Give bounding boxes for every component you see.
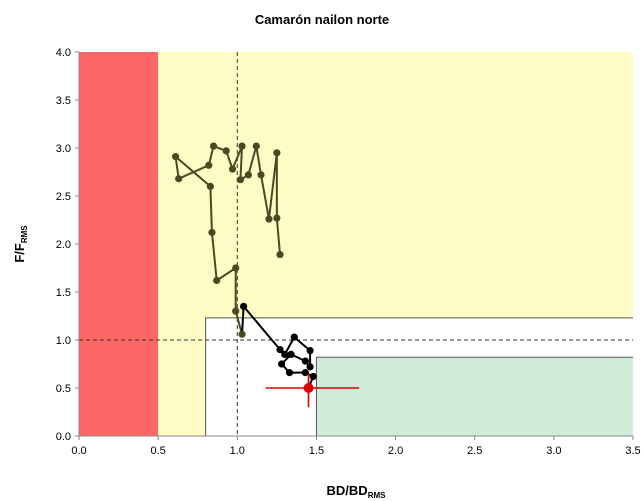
y-axis-label: F/FRMS bbox=[12, 225, 29, 263]
data-point bbox=[273, 149, 281, 157]
x-tick-label: 3.0 bbox=[546, 445, 561, 457]
x-axis-label-sub: RMS bbox=[368, 491, 386, 500]
y-axis-label-main: F/F bbox=[12, 243, 27, 263]
zones bbox=[79, 52, 633, 436]
x-tick-label: 1.0 bbox=[230, 445, 245, 457]
data-point bbox=[301, 369, 309, 377]
data-point bbox=[228, 165, 237, 173]
data-point bbox=[257, 171, 265, 179]
data-point bbox=[240, 302, 248, 310]
y-tick-label: 3.5 bbox=[56, 95, 71, 107]
axes: 0.0 0.5 1.0 1.5 2.0 2.5 3.0 3.5 0.0 0.5 1.0 1.5 2.0 2… bbox=[56, 47, 641, 457]
data-point bbox=[171, 153, 180, 161]
data-point bbox=[236, 176, 245, 184]
data-point bbox=[306, 363, 314, 371]
x-axis-label-main: BD/BD bbox=[327, 483, 368, 498]
data-point bbox=[244, 171, 252, 179]
data-point bbox=[238, 330, 246, 338]
data-point bbox=[175, 175, 183, 183]
data-point bbox=[238, 142, 246, 150]
data-point bbox=[278, 360, 286, 368]
x-tick-label: 2.0 bbox=[388, 445, 403, 457]
series-connector bbox=[241, 306, 245, 335]
y-tick-label: 2.5 bbox=[56, 191, 71, 203]
data-point bbox=[301, 357, 309, 365]
data-point bbox=[290, 333, 298, 341]
data-point bbox=[265, 215, 273, 223]
y-tick-label: 4.0 bbox=[56, 47, 71, 59]
current-point bbox=[303, 383, 314, 393]
data-point bbox=[222, 147, 230, 155]
zone-border-underexploitation bbox=[315, 356, 633, 436]
x-tick-label: 2.5 bbox=[467, 445, 482, 457]
y-tick-label: 3.0 bbox=[56, 143, 71, 155]
y-tick-label: 1.5 bbox=[56, 287, 71, 299]
data-point bbox=[287, 350, 295, 358]
y-tick-label: 0.0 bbox=[56, 431, 71, 443]
data-point bbox=[252, 142, 260, 150]
data-point bbox=[206, 182, 214, 190]
x-tick-label: 0.0 bbox=[71, 445, 86, 457]
data-point bbox=[273, 214, 281, 222]
x-tick-label: 1.5 bbox=[309, 445, 324, 457]
zone-border-full-exploitation bbox=[205, 317, 633, 436]
x-tick-label: 0.5 bbox=[150, 445, 165, 457]
data-point bbox=[213, 276, 221, 285]
data-point bbox=[306, 346, 314, 355]
series-layer bbox=[171, 142, 360, 408]
y-axis-label-sub: RMS bbox=[20, 225, 29, 243]
data-point bbox=[232, 307, 240, 315]
data-point bbox=[232, 264, 240, 272]
data-point bbox=[281, 350, 289, 358]
data-point bbox=[208, 228, 216, 237]
y-tick-label: 1.0 bbox=[56, 335, 71, 347]
zone-collapse bbox=[79, 52, 159, 436]
x-axis-label: BD/BDRMS bbox=[327, 483, 387, 500]
data-point bbox=[209, 142, 218, 150]
data-point bbox=[309, 372, 317, 381]
zone-underexploitation bbox=[316, 357, 633, 436]
data-point bbox=[205, 161, 213, 169]
chart-title: Camarón nailon norte bbox=[255, 12, 389, 27]
y-tick-label: 0.5 bbox=[56, 383, 71, 395]
y-tick-label: 2.0 bbox=[56, 239, 71, 251]
x-tick-label: 3.5 bbox=[625, 445, 640, 457]
reference-lines bbox=[79, 52, 633, 436]
data-point bbox=[276, 250, 284, 259]
data-point bbox=[285, 369, 294, 377]
data-point bbox=[276, 346, 284, 354]
